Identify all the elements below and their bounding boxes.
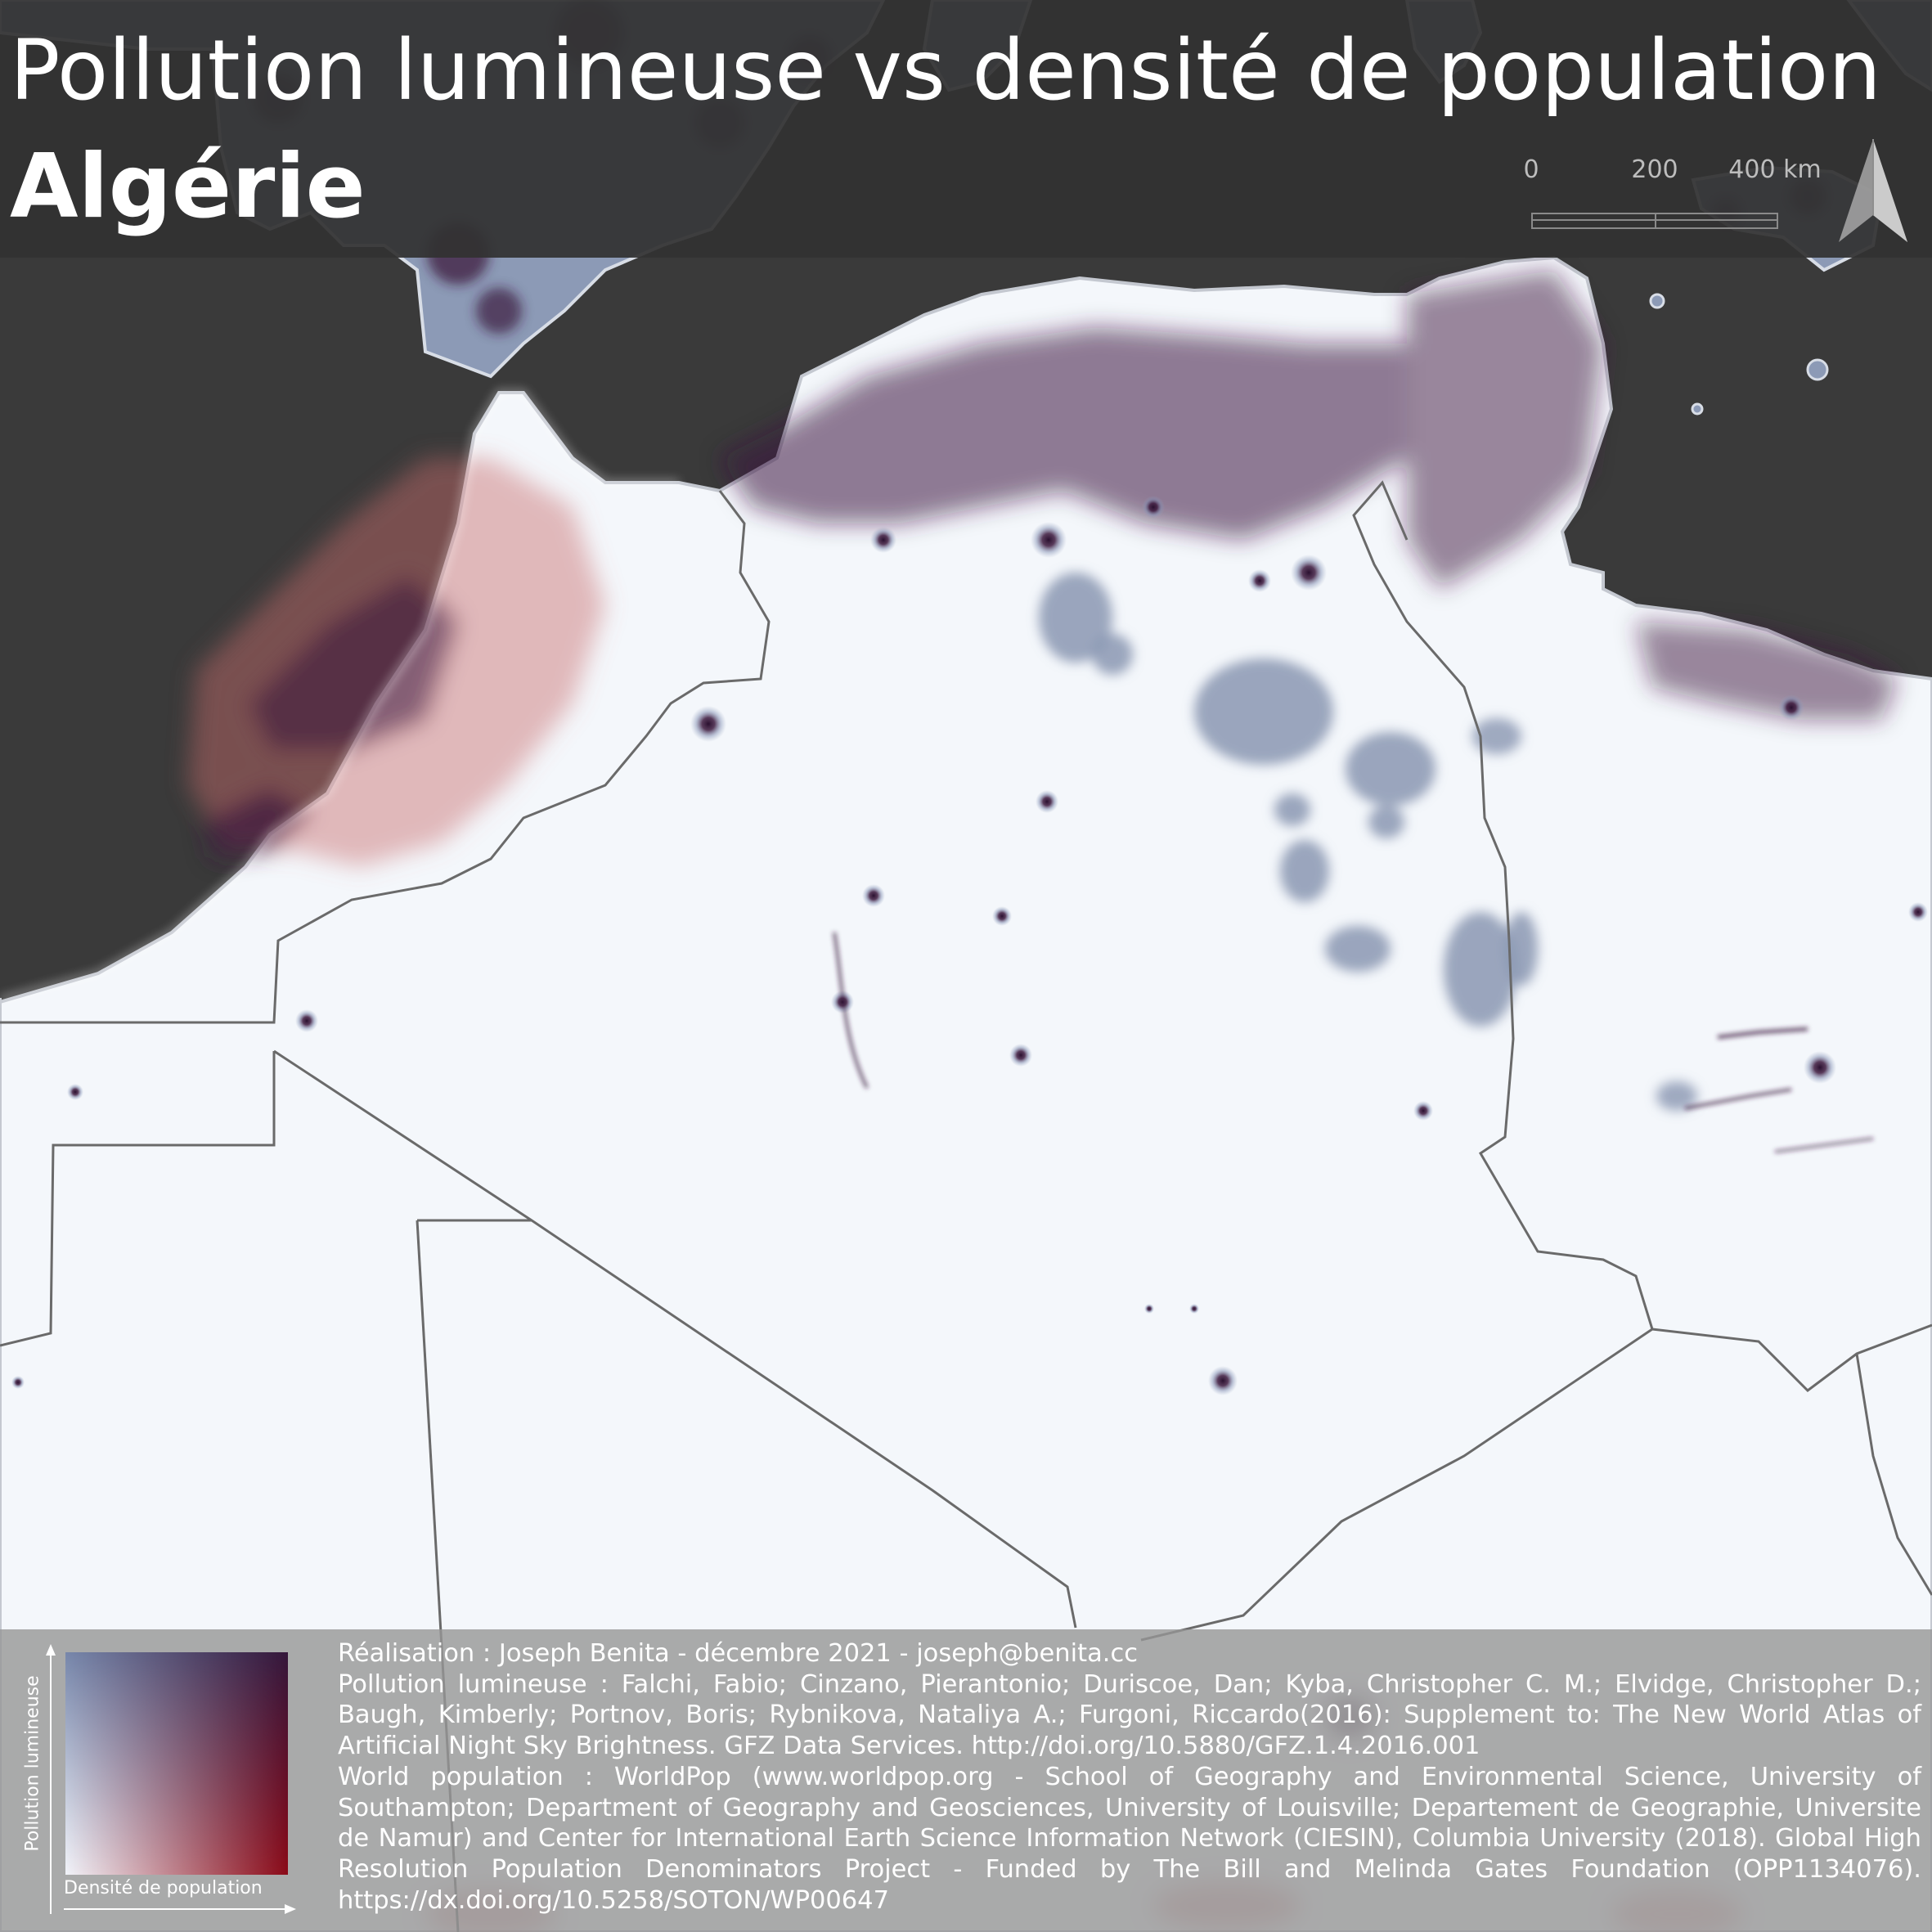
north-arrow-icon xyxy=(1839,139,1907,242)
footer-band xyxy=(0,1629,1932,1932)
coastal-urban-glow xyxy=(720,270,1898,720)
title-band xyxy=(0,0,1932,258)
legend-x-axis-label: Densité de population xyxy=(64,1878,263,1898)
scale-tick-0: 0 xyxy=(1523,155,1539,184)
road-trails xyxy=(833,932,1874,1153)
scale-bar-graphic xyxy=(1531,213,1778,229)
coastline-halo xyxy=(0,390,679,1002)
scale-bar: 0 200 400 km xyxy=(1521,155,1822,237)
map-title: Pollution lumineuse vs densité de popula… xyxy=(10,22,1881,119)
credits-light-source: Pollution lumineuse : Falchi, Fabio; Cin… xyxy=(338,1669,1921,1761)
sahara-light-patches xyxy=(1039,573,1697,1111)
legend-y-axis-label: Pollution lumineuse xyxy=(22,1675,43,1852)
scale-bar-segment-1 xyxy=(1533,214,1656,227)
legend-axes-arrows xyxy=(46,1644,296,1914)
credits-population-source: World population : WorldPop (www.worldpo… xyxy=(338,1762,1921,1915)
bivariate-legend xyxy=(65,1652,288,1875)
scale-bar-midline xyxy=(1533,219,1777,221)
city-light-spots xyxy=(11,496,1928,1395)
credits-author: Réalisation : Joseph Benita - décembre 2… xyxy=(338,1639,1138,1668)
credits-block: Réalisation : Joseph Benita - décembre 2… xyxy=(338,1638,1921,1916)
scale-tick-200: 200 xyxy=(1631,155,1678,184)
scale-tick-400: 400 km xyxy=(1728,155,1822,184)
map-subtitle-country: Algérie xyxy=(10,136,366,238)
morocco-population-glow xyxy=(188,458,605,867)
